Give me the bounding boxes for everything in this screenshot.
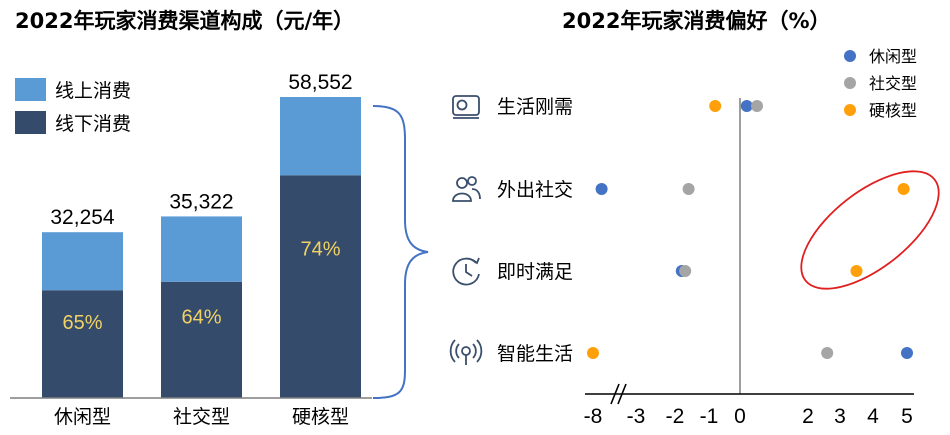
x-tick-label-8: 5 — [901, 405, 913, 428]
left-chart-title: 2022年玩家消费渠道构成（元/年） — [15, 9, 354, 33]
bar-online-1 — [161, 216, 242, 282]
point-0-0 — [740, 100, 753, 112]
bar-offline-0 — [42, 290, 123, 398]
bar-total-label-1: 35,322 — [169, 190, 233, 213]
x-category-label-2: 硬核型 — [292, 406, 349, 428]
x-tick-label-2: -2 — [666, 405, 685, 428]
legend2-marker-2 — [844, 104, 856, 116]
point-1-0 — [751, 100, 763, 112]
bar-share-label-2: 74% — [300, 238, 340, 260]
clock-icon — [452, 257, 480, 286]
bar-offline-2 — [280, 175, 361, 398]
toilet-paper-icon — [452, 95, 480, 119]
category-label-1: 外出社交 — [497, 179, 573, 201]
bar-total-label-2: 58,552 — [288, 71, 352, 94]
x-category-label-0: 休闲型 — [54, 406, 111, 428]
left-legend: 线上消费 线下消费 — [15, 78, 131, 135]
point-1-1 — [682, 183, 695, 195]
legend-swatch-online — [15, 78, 46, 101]
category-label-2: 即时满足 — [497, 261, 573, 283]
legend2-marker-1 — [844, 77, 856, 89]
legend2-label-1: 社交型 — [869, 74, 917, 93]
x-tick-label-1: -3 — [627, 405, 646, 428]
smart-signal-icon — [449, 339, 483, 365]
x-tick-label-3: -1 — [700, 405, 719, 428]
x-tick-label-5: 2 — [802, 405, 814, 428]
bar-online-0 — [42, 232, 123, 291]
point-group — [587, 100, 913, 359]
legend2-label-0: 休闲型 — [869, 47, 917, 66]
brace-connector — [372, 105, 429, 399]
category-label-3: 智能生活 — [497, 343, 573, 365]
x-tick-label-6: 3 — [834, 405, 846, 428]
bar-online-2 — [280, 97, 361, 176]
point-0-3 — [901, 347, 913, 359]
bar-total-label-0: 32,254 — [50, 206, 115, 229]
point-0-1 — [595, 183, 608, 195]
legend-swatch-offline — [15, 111, 46, 134]
legend2-marker-0 — [844, 50, 856, 62]
x-category-label-1: 社交型 — [173, 406, 230, 428]
bar-offline-1 — [161, 281, 242, 398]
bar-share-label-0: 65% — [62, 312, 102, 334]
category-label-0: 生活刚需 — [497, 96, 573, 118]
legend-label-offline: 线下消费 — [55, 113, 131, 135]
x-tick-label-4: 0 — [734, 405, 746, 428]
legend2-label-2: 硬核型 — [869, 101, 917, 120]
x-tick-label-7: 4 — [867, 405, 879, 428]
point-2-3 — [587, 347, 599, 359]
right-chart-title: 2022年玩家消费偏好（%） — [562, 9, 831, 33]
legend-label-online: 线上消费 — [55, 80, 131, 102]
point-1-3 — [821, 347, 834, 359]
bar-share-label-1: 64% — [181, 307, 221, 329]
tick-group: -8 -3 -2 -1 0 2 3 4 5 — [584, 405, 913, 428]
people-icon — [452, 176, 481, 202]
point-2-2 — [850, 265, 863, 277]
point-2-1 — [897, 183, 910, 195]
x-tick-label-0: -8 — [584, 405, 603, 428]
point-2-0 — [709, 100, 722, 112]
highlight-ellipse — [800, 170, 940, 290]
axis-break-icon — [610, 383, 627, 405]
point-1-2 — [679, 265, 692, 277]
bar-group: 32,254 65% 休闲型 35,322 64% 社交型 58,552 74% 硬核型 — [42, 71, 361, 428]
